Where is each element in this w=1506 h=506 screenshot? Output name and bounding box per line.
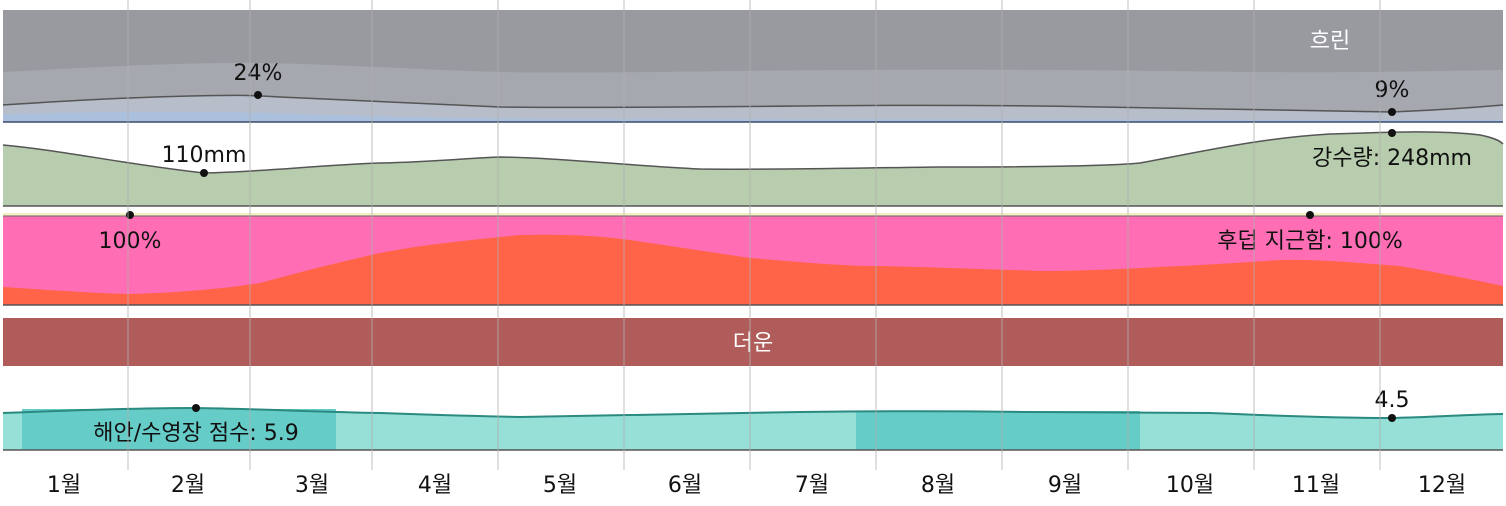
cloud-band-label: 흐린	[1310, 29, 1350, 54]
beach-max-label: 해안/수영장 점수: 5.9	[93, 421, 298, 446]
cloud-marker-min	[1388, 108, 1396, 116]
hot-band-label: 더운	[733, 331, 773, 356]
month-label-jun: 6월	[668, 473, 702, 498]
beach-score-panel: 해안/수영장 점수: 5.9 4.5	[2, 388, 1504, 451]
precipitation-line	[2, 131, 1504, 174]
cloud-marker-max	[254, 91, 262, 99]
month-label-feb: 2월	[171, 473, 205, 498]
beach-marker-min	[1388, 414, 1396, 422]
humidity-panel: 100% 후덥 지근함: 100%	[3, 211, 1503, 306]
precip-marker-max	[1388, 129, 1396, 137]
precip-min-label: 110mm	[162, 143, 247, 168]
month-label-jul: 7월	[795, 473, 829, 498]
month-label-may: 5월	[543, 473, 577, 498]
humidity-marker-left	[126, 211, 134, 219]
month-label-aug: 8월	[921, 473, 955, 498]
humidity-left-label: 100%	[99, 229, 162, 254]
month-label-nov: 11월	[1292, 473, 1340, 498]
cloud-cover-line	[2, 94, 1504, 113]
beach-dark-block-jan-feb	[22, 409, 336, 450]
month-axis: 1월 2월 3월 4월 5월 6월 7월 8월 9월 10월 11월 12월	[47, 473, 1466, 498]
cloud-clear-strip	[3, 111, 1503, 122]
hot-band	[3, 318, 1503, 366]
precipitation-panel: 110mm 강수량: 248mm	[2, 129, 1504, 207]
cloud-max-label: 24%	[234, 61, 283, 86]
precip-marker-min	[200, 169, 208, 177]
beach-score-line	[2, 406, 1504, 420]
month-label-dec: 12월	[1418, 473, 1466, 498]
month-label-oct: 10월	[1166, 473, 1214, 498]
month-label-sep: 9월	[1048, 473, 1082, 498]
precip-max-label: 강수량: 248mm	[1312, 146, 1472, 171]
temperature-band-panel: 더운	[3, 318, 1503, 366]
humidity-marker-right	[1306, 211, 1314, 219]
beach-dark-block-aug-sep	[856, 411, 1140, 450]
humidity-cream-strip	[3, 213, 1503, 217]
month-gridlines	[127, 0, 1381, 470]
cloud-cover-panel: 흐린 24% 9%	[2, 10, 1504, 123]
month-label-mar: 3월	[295, 473, 329, 498]
month-label-jan: 1월	[47, 473, 81, 498]
humidity-right-label: 후덥 지근함: 100%	[1217, 229, 1403, 254]
month-label-apr: 4월	[418, 473, 452, 498]
beach-marker-max	[192, 404, 200, 412]
